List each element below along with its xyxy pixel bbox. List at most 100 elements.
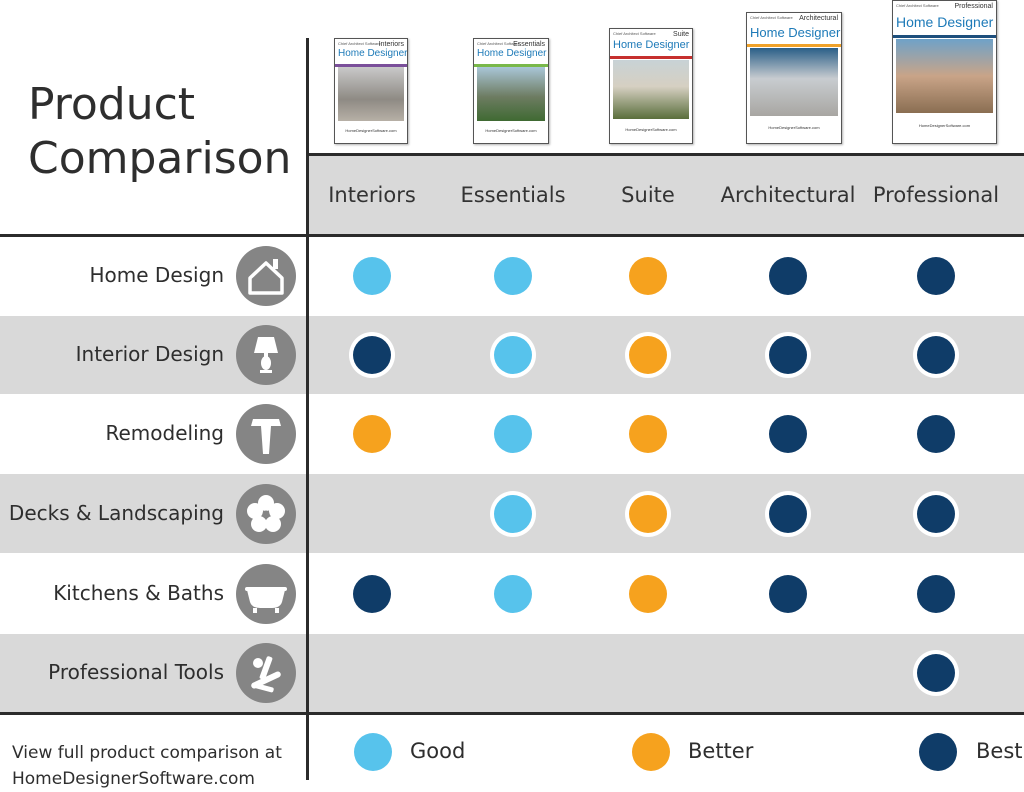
feature-label: Decks & Landscaping: [8, 500, 224, 525]
box-edition: Professional: [954, 3, 993, 10]
rating-dot-good: [494, 574, 532, 613]
rating-dot-good: [494, 257, 532, 295]
box-stripe: [610, 56, 692, 59]
column-header-essentials: Essentials: [460, 183, 566, 207]
rating-dot-best: [917, 494, 955, 533]
rating-dot-good: [494, 494, 532, 533]
rating-dot-best: [353, 574, 391, 613]
title-line-2: Comparison: [28, 133, 292, 184]
title-line-1: Product: [28, 79, 196, 130]
box-stripe: [893, 35, 996, 38]
box-edition: Interiors: [378, 41, 404, 48]
box-stripe: [474, 64, 548, 67]
product-box-architectural: Chief Architect Software Architectural Hom…: [746, 12, 842, 144]
rating-dot-better: [629, 336, 667, 374]
feature-row: Decks & Landscaping: [0, 474, 1024, 553]
box-photo: [896, 39, 993, 113]
feature-label: Kitchens & Baths: [53, 580, 224, 605]
rating-dot-best: [353, 336, 391, 374]
column-header-professional: Professional: [872, 183, 1000, 207]
feature-row: Remodeling: [0, 394, 1024, 474]
footer-line-1: View full product comparison at: [12, 743, 282, 763]
rating-dot-best: [769, 257, 807, 295]
box-edition: Essentials: [513, 41, 545, 48]
product-box-essentials: Chief Architect Software Essentials Home D…: [473, 38, 549, 144]
feature-row: Interior Design: [0, 316, 1024, 394]
product-box-professional: Chief Architect Software Professional Home…: [892, 0, 997, 144]
rating-dot-best: [769, 415, 807, 453]
box-product-name: Home Designer: [613, 39, 690, 51]
tools-icon: [236, 643, 296, 703]
rating-dot-best: [917, 257, 955, 295]
legend-dot-good: [354, 733, 392, 771]
box-site: HomeDesignerSoftware.com: [768, 125, 820, 130]
box-site: HomeDesignerSoftware.com: [345, 128, 397, 133]
box-site: HomeDesignerSoftware.com: [625, 127, 677, 132]
box-edition: Architectural: [799, 15, 838, 22]
box-photo: [338, 67, 404, 121]
feature-label: Professional Tools: [48, 660, 224, 684]
box-stripe: [747, 44, 841, 47]
rating-dot-better: [629, 574, 667, 613]
header-divider: [308, 153, 1024, 156]
column-header-architectural: Architectural: [720, 183, 856, 207]
product-box-interiors: Chief Architect Software Interiors Home De…: [334, 38, 408, 144]
rating-dot-better: [353, 415, 391, 453]
box-photo: [477, 67, 545, 121]
feature-label: Home Design: [89, 263, 224, 287]
lamp-icon: [236, 325, 296, 385]
rating-dot-best: [917, 336, 955, 374]
rating-dot-best: [917, 574, 955, 613]
legend-dot-best: [919, 733, 957, 771]
box-site: HomeDesignerSoftware.com: [485, 128, 537, 133]
box-product-name: Home Designer: [477, 48, 547, 59]
bathtub-icon: [236, 563, 296, 624]
box-brand: Chief Architect Software: [477, 41, 520, 46]
feature-row: Home Design: [0, 236, 1024, 316]
rating-dot-good: [494, 336, 532, 374]
legend-label-better: Better: [688, 739, 754, 763]
feature-row: Professional Tools: [0, 634, 1024, 712]
feature-row: Kitchens & Baths: [0, 553, 1024, 634]
column-header-interiors: Interiors: [328, 183, 416, 207]
legend-dot-better: [632, 733, 670, 771]
page-title: Product Comparison: [28, 78, 291, 186]
rating-dot-good: [494, 415, 532, 453]
rating-dot-good: [353, 257, 391, 295]
flower-icon: [236, 483, 296, 544]
box-product-name: Home Designer: [750, 25, 841, 40]
legend-label-good: Good: [410, 739, 466, 763]
box-stripe: [335, 64, 407, 67]
hammer-icon: [236, 404, 296, 464]
box-product-name: Home Designer: [338, 48, 408, 59]
legend-label-best: Best: [976, 739, 1023, 763]
footer-url[interactable]: HomeDesignerSoftware.com: [12, 769, 255, 789]
box-brand: Chief Architect Software: [338, 41, 381, 46]
box-brand: Chief Architect Software: [896, 3, 939, 8]
rating-dot-better: [629, 494, 667, 533]
column-header-band: [309, 156, 1024, 234]
rating-dot-best: [917, 415, 955, 453]
box-photo: [750, 48, 838, 116]
rating-dot-better: [629, 257, 667, 295]
box-photo: [613, 60, 689, 119]
table-bottom-divider: [0, 712, 1024, 715]
box-product-name: Home Designer: [896, 14, 994, 30]
column-header-suite: Suite: [621, 183, 675, 207]
box-brand: Chief Architect Software: [613, 31, 656, 36]
house-icon: [236, 246, 296, 306]
box-site: HomeDesignerSoftware.com: [918, 123, 971, 128]
vertical-divider: [306, 38, 309, 780]
rating-dot-best: [769, 494, 807, 533]
box-edition: Suite: [673, 31, 689, 38]
table-top-divider: [0, 234, 1024, 237]
feature-label: Interior Design: [75, 342, 224, 366]
rating-dot-best: [769, 336, 807, 374]
rating-dot-best: [769, 574, 807, 613]
rating-dot-best: [917, 654, 955, 692]
feature-label: Remodeling: [105, 421, 224, 445]
box-brand: Chief Architect Software: [750, 15, 793, 20]
product-box-suite: Chief Architect Software Suite Home Design…: [609, 28, 693, 144]
footer-link[interactable]: View full product comparison at HomeDesi…: [12, 740, 282, 792]
rating-dot-better: [629, 415, 667, 453]
